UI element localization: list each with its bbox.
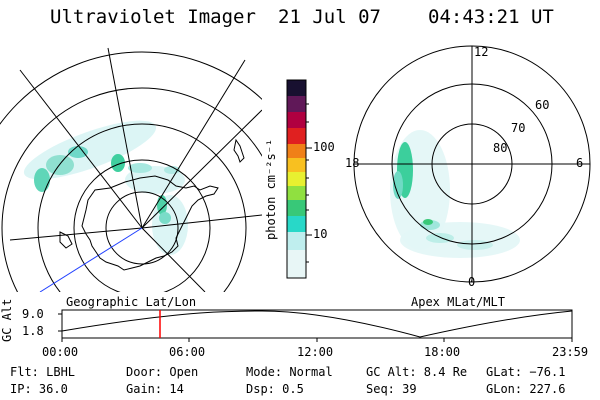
seq-info: Seq: 39 <box>366 382 417 396</box>
ip-info: IP: 36.0 <box>10 382 68 396</box>
altitude-curve <box>61 310 573 338</box>
observation-date: 21 Jul 07 <box>278 6 381 28</box>
mlat-label-80: 80 <box>493 141 508 155</box>
geographic-map <box>0 47 262 292</box>
instrument-title: Ultraviolet Imager <box>50 6 256 28</box>
time-tick-0000: 00:00 <box>42 345 79 359</box>
glon-info: GLon: 227.6 <box>486 382 566 396</box>
glat-info: GLat: −76.1 <box>486 365 566 379</box>
observation-time: 04:43:21 UT <box>428 6 554 28</box>
mlt-label-0: 0 <box>468 275 476 289</box>
dsp-info: Dsp: 0.5 <box>246 382 304 396</box>
time-tick-1800: 18:00 <box>424 345 461 359</box>
apex-aurora-oval <box>390 130 520 258</box>
colorbar-tick-10: 10 <box>313 227 328 241</box>
colorbar-unit-label: photon cm⁻²s⁻¹ <box>264 138 278 240</box>
mlt-label-12: 12 <box>474 45 489 59</box>
gain-info: Gain: 14 <box>126 382 184 396</box>
apex-map <box>353 45 591 283</box>
mode-info: Mode: Normal <box>246 365 333 379</box>
gc-alt-info: GC Alt: 8.4 Re <box>366 365 468 379</box>
geographic-panel-label: Geographic Lat/Lon <box>66 295 197 309</box>
mlat-label-60: 60 <box>535 98 550 112</box>
colorbar <box>286 79 312 279</box>
altitude-tick-1-8: 1.8 <box>22 324 44 338</box>
time-tick-2359: 23:59 <box>552 345 589 359</box>
geo-aurora-oval <box>23 120 188 255</box>
mlt-label-6: 6 <box>576 156 584 170</box>
time-tick-0600: 06:00 <box>169 345 206 359</box>
mlat-label-70: 70 <box>511 121 526 135</box>
altitude-tick-9: 9.0 <box>22 307 44 321</box>
antarctica-coastline <box>81 175 219 271</box>
colorbar-tick-100: 100 <box>313 140 335 154</box>
mlt-label-18: 18 <box>345 156 360 170</box>
altitude-plot <box>58 309 573 342</box>
filter-info: Flt: LBHL <box>10 365 76 379</box>
time-tick-1200: 12:00 <box>297 345 334 359</box>
door-info: Door: Open <box>126 365 199 379</box>
apex-panel-label: Apex MLat/MLT <box>411 295 505 309</box>
altitude-axis-label: GC Alt <box>0 298 14 342</box>
